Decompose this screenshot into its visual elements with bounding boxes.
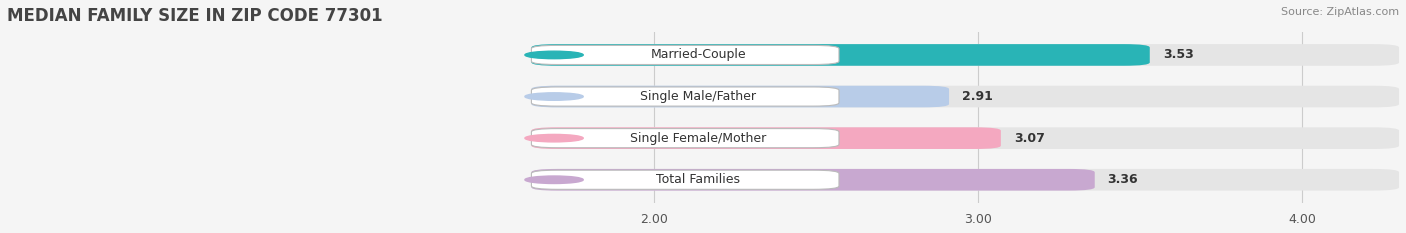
- FancyBboxPatch shape: [531, 127, 1001, 149]
- Circle shape: [524, 51, 583, 59]
- Text: Single Male/Father: Single Male/Father: [640, 90, 756, 103]
- FancyBboxPatch shape: [531, 169, 1095, 191]
- FancyBboxPatch shape: [531, 127, 1399, 149]
- FancyBboxPatch shape: [531, 129, 839, 148]
- Text: Single Female/Mother: Single Female/Mother: [630, 132, 766, 145]
- Text: 3.36: 3.36: [1108, 173, 1139, 186]
- Text: Source: ZipAtlas.com: Source: ZipAtlas.com: [1281, 7, 1399, 17]
- FancyBboxPatch shape: [531, 86, 1399, 107]
- FancyBboxPatch shape: [531, 45, 839, 65]
- FancyBboxPatch shape: [531, 44, 1399, 66]
- Circle shape: [524, 176, 583, 184]
- FancyBboxPatch shape: [531, 87, 839, 106]
- Text: 3.53: 3.53: [1163, 48, 1194, 62]
- Circle shape: [524, 134, 583, 142]
- Text: Total Families: Total Families: [657, 173, 740, 186]
- FancyBboxPatch shape: [531, 86, 949, 107]
- Text: 3.07: 3.07: [1014, 132, 1045, 145]
- FancyBboxPatch shape: [531, 44, 1150, 66]
- FancyBboxPatch shape: [531, 169, 1399, 191]
- Text: MEDIAN FAMILY SIZE IN ZIP CODE 77301: MEDIAN FAMILY SIZE IN ZIP CODE 77301: [7, 7, 382, 25]
- FancyBboxPatch shape: [531, 170, 839, 189]
- Circle shape: [524, 93, 583, 100]
- Text: 2.91: 2.91: [962, 90, 993, 103]
- Text: Married-Couple: Married-Couple: [651, 48, 747, 62]
